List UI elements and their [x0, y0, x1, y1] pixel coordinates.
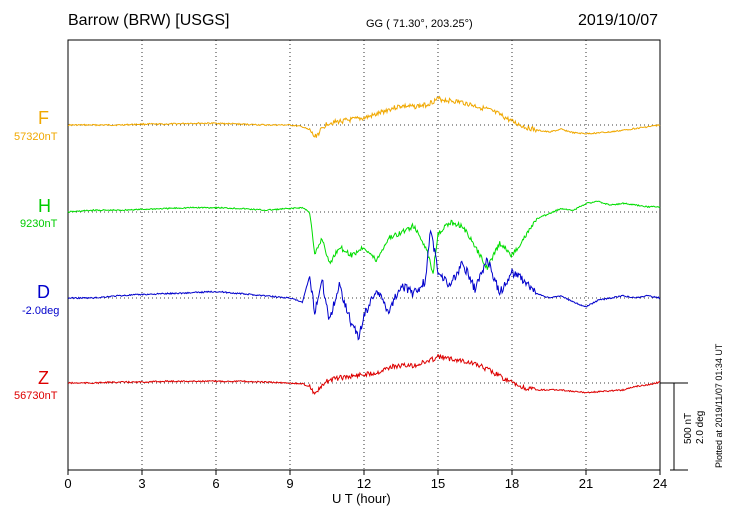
x-tick-label: 24 [653, 476, 667, 491]
x-tick-label: 21 [579, 476, 593, 491]
scale-bar [660, 382, 688, 471]
x-tick-label: 18 [505, 476, 519, 491]
scale-label-nt: 500 nT [683, 412, 694, 444]
x-axis-label: U T (hour) [332, 491, 391, 506]
series-line-f [67, 95, 661, 138]
series-line-z [67, 353, 661, 395]
date-label: 2019/10/07 [578, 12, 659, 29]
x-tick-label: 0 [64, 476, 71, 491]
baseline-label-f: 57320nT [14, 131, 58, 143]
x-tick-label: 9 [286, 476, 293, 491]
baseline-label-d: -2.0deg [22, 305, 60, 317]
x-axis: 0 3 6 9 12 15 18 21 24 [64, 470, 667, 491]
station-title: Barrow (BRW) [USGS] [68, 12, 230, 29]
series-line-d [67, 229, 661, 341]
component-label-h: H [38, 196, 51, 216]
x-tick-label: 15 [431, 476, 445, 491]
component-label-f: F [38, 108, 49, 128]
baseline-label-h: 9230nT [20, 218, 58, 230]
series-line-h [67, 200, 661, 274]
x-tick-label: 3 [138, 476, 145, 491]
component-label-d: D [37, 282, 50, 302]
grid [141, 40, 587, 470]
plotted-timestamp: Plotted at 2019/11/07 01:34 UT [714, 343, 724, 468]
scale-label-deg: 2.0 deg [695, 410, 706, 444]
series-group [67, 95, 661, 395]
component-label-z: Z [38, 368, 49, 388]
coordinates: GG ( 71.30°, 203.25°) [366, 18, 473, 30]
baseline-label-z: 56730nT [14, 390, 58, 402]
x-tick-label: 6 [212, 476, 219, 491]
x-tick-label: 12 [357, 476, 371, 491]
